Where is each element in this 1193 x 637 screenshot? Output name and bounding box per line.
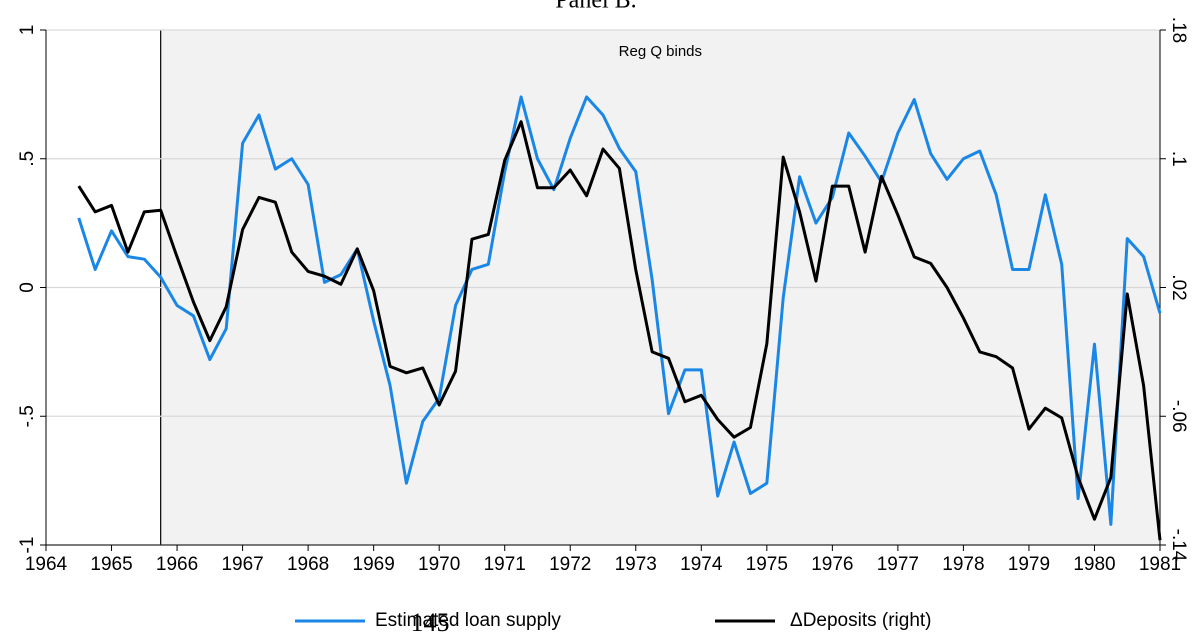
- chart-title: Panel B.: [555, 0, 636, 14]
- x-tick-label: 1976: [811, 554, 853, 575]
- x-tick-label: 1966: [156, 554, 198, 575]
- page-number: 145: [411, 608, 450, 637]
- x-tick-label: 1967: [221, 554, 263, 575]
- y-tick-label: 1: [17, 25, 38, 36]
- x-tick-label: 1974: [680, 554, 723, 575]
- y2-tick-label: .02: [1168, 274, 1189, 300]
- x-tick-label: 1972: [549, 554, 591, 575]
- x-tick-label: 1969: [353, 554, 395, 575]
- x-tick-label: 1971: [484, 554, 526, 575]
- y2-tick-label: .18: [1168, 17, 1189, 43]
- y-tick-label: .5: [17, 151, 38, 167]
- y2-tick-label: .1: [1168, 151, 1189, 167]
- series-line: [77, 95, 1162, 526]
- x-tick-label: 1981: [1139, 554, 1181, 575]
- x-tick-label: 1977: [877, 554, 919, 575]
- y2-tick-label: -.14: [1168, 529, 1189, 562]
- legend-label: Estimated loan supply: [375, 610, 561, 631]
- legend-label: ΔDeposits (right): [790, 610, 932, 631]
- x-tick-label: 1965: [90, 554, 132, 575]
- y-tick-label: -.5: [17, 405, 38, 427]
- x-tick-label: 1980: [1073, 554, 1115, 575]
- x-tick-label: 1975: [746, 554, 788, 575]
- y-tick-label: -1: [17, 537, 38, 554]
- x-tick-label: 1970: [418, 554, 460, 575]
- x-tick-label: 1964: [25, 554, 68, 575]
- x-tick-label: 1979: [1008, 554, 1050, 575]
- x-tick-label: 1978: [942, 554, 984, 575]
- annotation: Reg Q binds: [619, 43, 702, 60]
- series-line: [77, 120, 1162, 541]
- x-tick-label: 1973: [615, 554, 657, 575]
- y2-tick-label: -.06: [1168, 400, 1189, 433]
- y-tick-label: 0: [17, 282, 38, 293]
- x-tick-label: 1968: [287, 554, 329, 575]
